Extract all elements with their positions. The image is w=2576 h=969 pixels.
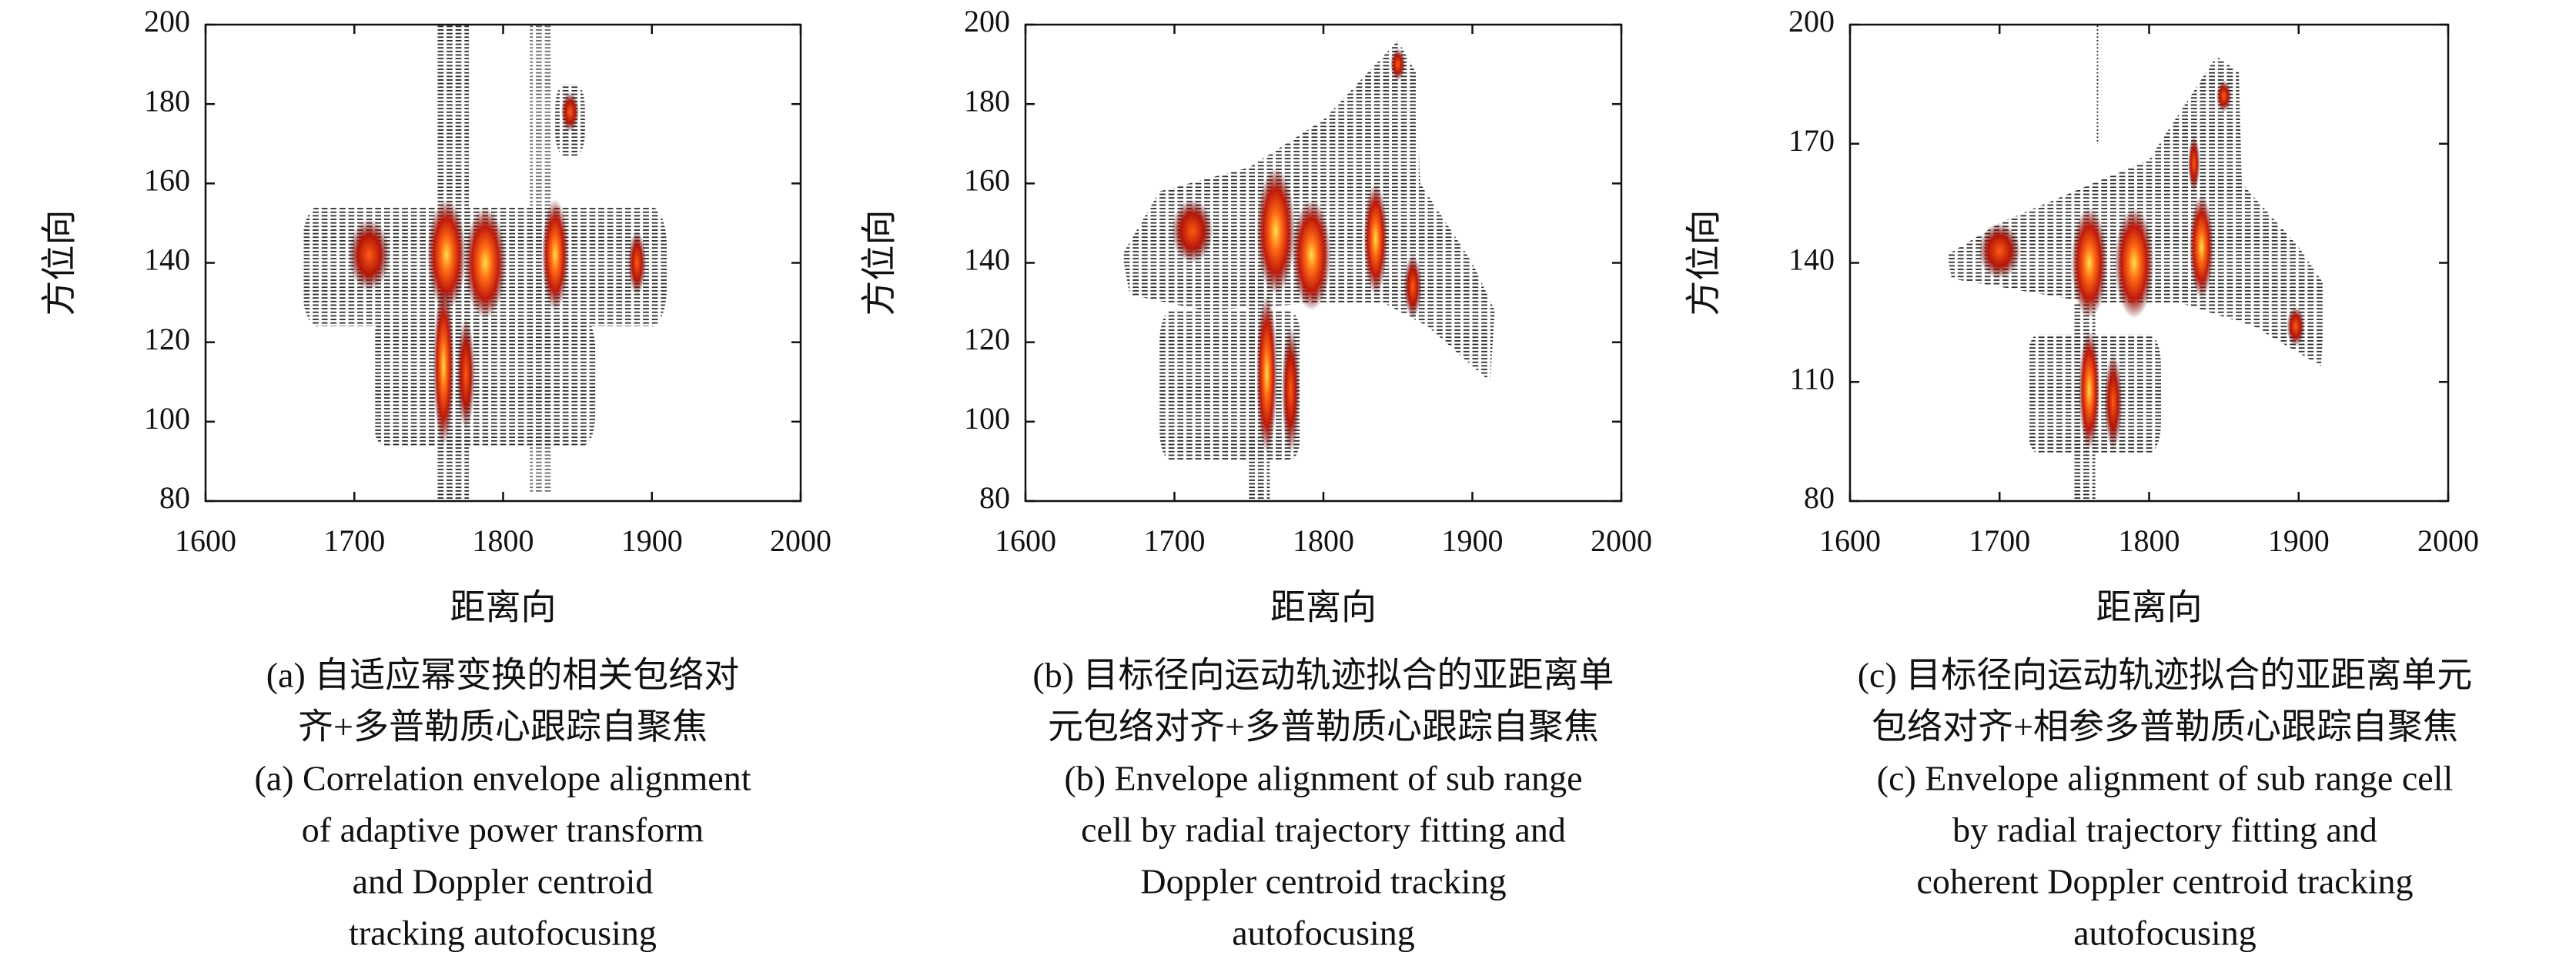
caption-line: 元包络对齐+多普勒质心跟踪自聚焦 (1048, 707, 1599, 747)
y-tick-label: 100 (144, 401, 190, 436)
caption-line: tracking autofocusing (349, 914, 657, 953)
x-tick-label: 1700 (323, 523, 385, 558)
isar-image (1947, 25, 2326, 501)
y-tick-label: 100 (964, 401, 1010, 436)
y-tick-label: 170 (1788, 123, 1835, 158)
caption-line: cell by radial trajectory fitting and (1081, 810, 1566, 850)
caption-line: coherent Doppler centroid tracking (1916, 862, 2413, 901)
y-tick-label: 200 (1788, 4, 1835, 38)
y-tick-label: 140 (1788, 242, 1835, 277)
caption-line: Doppler centroid tracking (1140, 862, 1506, 901)
x-tick-label: 1800 (2119, 523, 2180, 558)
y-tick-label: 180 (964, 83, 1010, 118)
x-tick-label: 2000 (770, 523, 831, 558)
y-tick-label: 140 (964, 242, 1010, 277)
caption-line: autofocusing (1232, 914, 1415, 953)
caption-line: autofocusing (2073, 914, 2257, 953)
y-tick-label: 80 (159, 480, 190, 515)
x-tick-label: 1900 (621, 523, 683, 558)
x-tick-label: 1600 (175, 523, 236, 558)
x-axis-label: 距离向 (1270, 588, 1377, 627)
caption-line: (b) 目标径向运动轨迹拟合的亚距离单 (1032, 656, 1614, 695)
caption-line: (c) Envelope alignment of sub range cell (1877, 759, 2454, 798)
caption-line: 齐+多普勒质心跟踪自聚焦 (298, 707, 708, 747)
caption-line: of adaptive power transform (302, 810, 704, 850)
x-tick-label: 1900 (1442, 523, 1504, 558)
x-tick-label: 1800 (1293, 523, 1354, 558)
x-tick-label: 2000 (2417, 523, 2479, 558)
y-tick-label: 120 (144, 322, 190, 356)
y-tick-label: 110 (1789, 361, 1835, 396)
y-tick-label: 80 (1804, 480, 1835, 515)
isar-image (1122, 40, 1495, 501)
x-axis-label: 距离向 (450, 588, 557, 627)
y-tick-label: 180 (144, 83, 190, 118)
caption-line: by radial trajectory fitting and (1952, 810, 2377, 850)
x-tick-label: 2000 (1591, 523, 1652, 558)
x-tick-label: 1900 (2268, 523, 2330, 558)
caption-line: (b) Envelope alignment of sub range (1064, 759, 1582, 798)
y-axis-label: 方位向 (40, 210, 79, 316)
y-tick-label: 160 (144, 163, 190, 198)
caption-line: and Doppler centroid (353, 862, 654, 901)
y-tick-label: 80 (979, 480, 1010, 515)
x-axis-label: 距离向 (2096, 588, 2203, 627)
y-tick-label: 200 (964, 4, 1010, 38)
caption-line: (c) 目标径向运动轨迹拟合的亚距离单元 (1858, 656, 2473, 695)
y-axis-label: 方位向 (1684, 210, 1724, 316)
caption-line: 包络对齐+相参多普勒质心跟踪自聚焦 (1872, 707, 2458, 747)
y-tick-label: 160 (964, 163, 1010, 198)
caption-line: (a) Correlation envelope alignment (254, 759, 751, 798)
y-axis-label: 方位向 (860, 210, 899, 316)
isar-image (302, 25, 667, 501)
x-tick-label: 1800 (473, 523, 534, 558)
x-tick-label: 1600 (1819, 523, 1881, 558)
y-tick-label: 140 (144, 242, 190, 277)
x-tick-label: 1600 (995, 523, 1056, 558)
x-tick-label: 1700 (1144, 523, 1206, 558)
caption-line: (a) 自适应幂变换的相关包络对 (266, 656, 740, 695)
y-tick-label: 200 (144, 4, 190, 38)
x-tick-label: 1700 (1969, 523, 2030, 558)
y-tick-label: 120 (964, 322, 1010, 356)
